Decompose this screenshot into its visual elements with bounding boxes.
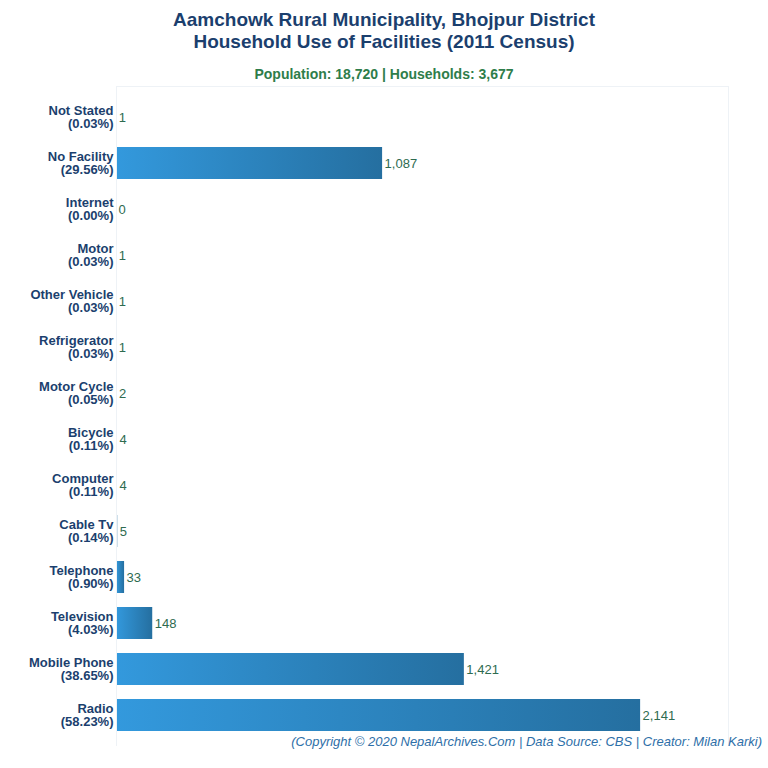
svg-text:33: 33 [127,570,141,585]
svg-text:1,087: 1,087 [385,156,418,171]
svg-text:Radio(58.23%): Radio(58.23%) [61,701,114,729]
svg-text:4: 4 [119,432,126,447]
svg-text:1: 1 [119,340,126,355]
html-text:Aamchowk Rural Municipality, B: Aamchowk Rural Municipality, Bhojpur Dis… [173,9,595,52]
svg-text:Refrigerator(0.03%): Refrigerator(0.03%) [39,333,113,361]
html-text:Population: 18,720 | Household: Population: 18,720 | Households: 3,677 [254,66,514,82]
svg-text:4: 4 [119,478,126,493]
svg-text:0: 0 [119,202,126,217]
svg-text:Mobile Phone(38.65%): Mobile Phone(38.65%) [29,655,114,683]
svg-text:Motor(0.03%): Motor(0.03%) [68,241,114,269]
svg-text:Internet(0.00%): Internet(0.00%) [66,195,114,223]
svg-text:5: 5 [120,524,127,539]
svg-text:Not Stated(0.03%): Not Stated(0.03%) [49,103,114,131]
svg-text:Computer(0.11%): Computer(0.11%) [52,471,113,499]
svg-text:Bicycle(0.11%): Bicycle(0.11%) [68,425,114,453]
svg-text:148: 148 [155,616,177,631]
svg-text:1: 1 [119,294,126,309]
svg-text:1: 1 [119,110,126,125]
svg-text:Cable Tv(0.14%): Cable Tv(0.14%) [59,517,114,545]
svg-text:Other Vehicle(0.03%): Other Vehicle(0.03%) [30,287,113,315]
svg-text:Motor Cycle(0.05%): Motor Cycle(0.05%) [39,379,113,407]
svg-text:2: 2 [119,386,126,401]
html-text:(Copyright © 2020 NepalArchive: (Copyright © 2020 NepalArchives.Com | Da… [291,734,762,749]
svg-text:No Facility(29.56%): No Facility(29.56%) [48,149,115,177]
svg-text:1: 1 [119,248,126,263]
svg-text:Telephone(0.90%): Telephone(0.90%) [49,563,113,591]
svg-text:Television(4.03%): Television(4.03%) [51,609,114,637]
svg-text:1,421: 1,421 [466,662,499,677]
svg-text:2,141: 2,141 [643,708,676,723]
